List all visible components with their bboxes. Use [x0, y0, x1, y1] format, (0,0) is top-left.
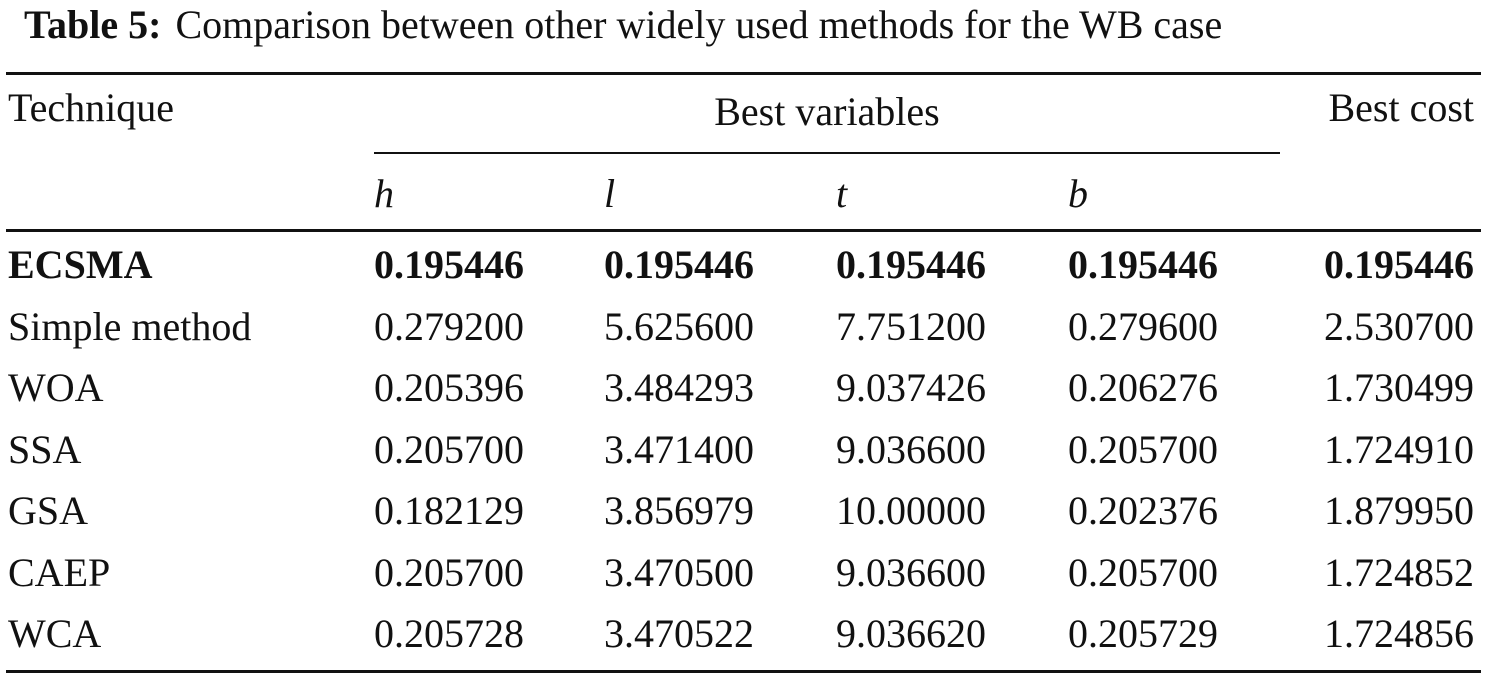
cell-h: 0.205700 — [374, 427, 524, 472]
cell-h: 0.195446 — [374, 242, 524, 287]
cell-best-cost: 0.195446 — [1324, 242, 1474, 287]
cell-h: 0.205396 — [374, 365, 524, 410]
cell-t: 7.751200 — [836, 304, 986, 349]
table-row: ECSMA 0.195446 0.195446 0.195446 0.19544… — [0, 245, 1487, 307]
cell-l: 3.470500 — [604, 550, 754, 595]
cell-h: 0.182129 — [374, 488, 524, 533]
cell-best-cost: 2.530700 — [1324, 304, 1474, 349]
cell-h: 0.205700 — [374, 550, 524, 595]
table-row: Simple method 0.279200 5.625600 7.751200… — [0, 307, 1487, 369]
cell-technique: Simple method — [8, 304, 252, 349]
header-best-variables: Best variables — [714, 89, 940, 134]
header-var-t: t — [836, 171, 848, 216]
table-header-rule — [6, 229, 1481, 232]
cell-b: 0.205700 — [1068, 427, 1218, 472]
cell-b: 0.202376 — [1068, 488, 1218, 533]
cell-technique: WCA — [8, 611, 102, 656]
cell-best-cost: 1.724910 — [1324, 427, 1474, 472]
table-caption-text: Comparison between other widely used met… — [175, 2, 1223, 47]
table-bottom-rule — [6, 670, 1481, 673]
cell-b: 0.195446 — [1068, 242, 1218, 287]
table-row: SSA 0.205700 3.471400 9.036600 0.205700 … — [0, 430, 1487, 492]
cell-technique: ECSMA — [8, 242, 153, 287]
cell-l: 3.856979 — [604, 488, 754, 533]
header-best-cost: Best cost — [1328, 85, 1474, 130]
cell-best-cost: 1.730499 — [1324, 365, 1474, 410]
cell-l: 3.484293 — [604, 365, 754, 410]
table-caption-label: Table 5: — [24, 2, 162, 47]
table-row: WCA 0.205728 3.470522 9.036620 0.205729 … — [0, 614, 1487, 676]
cell-t: 9.036600 — [836, 550, 986, 595]
cell-b: 0.279600 — [1068, 304, 1218, 349]
cell-l: 5.625600 — [604, 304, 754, 349]
header-technique: Technique — [8, 85, 175, 130]
table-row: CAEP 0.205700 3.470500 9.036600 0.205700… — [0, 553, 1487, 615]
best-variables-span-rule — [374, 152, 1280, 154]
cell-technique: GSA — [8, 488, 89, 533]
table-row: WOA 0.205396 3.484293 9.037426 0.206276 … — [0, 368, 1487, 430]
header-var-l: l — [604, 171, 616, 216]
table-top-rule — [6, 72, 1481, 75]
cell-technique: WOA — [8, 365, 104, 410]
cell-t: 0.195446 — [836, 242, 986, 287]
cell-l: 0.195446 — [604, 242, 754, 287]
cell-best-cost: 1.724856 — [1324, 611, 1474, 656]
cell-best-cost: 1.724852 — [1324, 550, 1474, 595]
cell-t: 10.00000 — [836, 488, 986, 533]
cell-t: 9.036620 — [836, 611, 986, 656]
header-var-h: h — [374, 171, 394, 216]
table-row: GSA 0.182129 3.856979 10.00000 0.202376 … — [0, 491, 1487, 553]
cell-t: 9.036600 — [836, 427, 986, 472]
header-var-b: b — [1068, 171, 1088, 216]
cell-technique: CAEP — [8, 550, 111, 595]
table-caption: Table 5: Comparison between other widely … — [24, 0, 1222, 50]
cell-b: 0.206276 — [1068, 365, 1218, 410]
cell-t: 9.037426 — [836, 365, 986, 410]
cell-l: 3.471400 — [604, 427, 754, 472]
cell-b: 0.205729 — [1068, 611, 1218, 656]
cell-technique: SSA — [8, 427, 82, 472]
cell-b: 0.205700 — [1068, 550, 1218, 595]
cell-h: 0.205728 — [374, 611, 524, 656]
cell-l: 3.470522 — [604, 611, 754, 656]
cell-best-cost: 1.879950 — [1324, 488, 1474, 533]
cell-h: 0.279200 — [374, 304, 524, 349]
